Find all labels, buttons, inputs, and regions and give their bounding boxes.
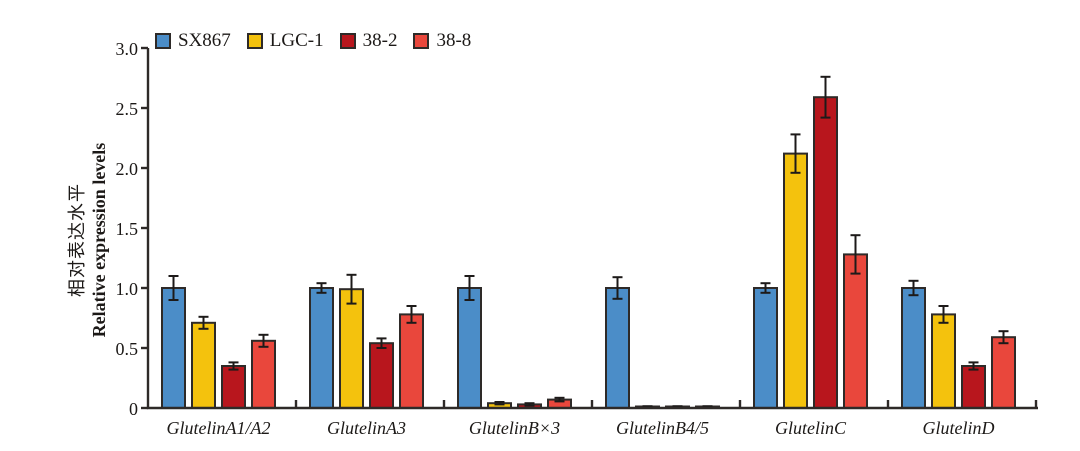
legend-swatch-icon — [246, 32, 263, 49]
legend: SX867 LGC-1 38-2 38-8 — [155, 31, 471, 50]
legend-item-38-2: 38-2 — [339, 30, 398, 51]
bar-38-8-GlutelinA3 — [399, 313, 424, 409]
legend-swatch-icon — [413, 32, 430, 49]
legend-item-LGC-1: LGC-1 — [246, 30, 324, 51]
legend-swatch-icon — [155, 32, 171, 49]
y-tick-label-2.0: 2.0 — [115, 159, 139, 179]
bar-SX867-GlutelinB4/5 — [605, 287, 630, 409]
bar-LGC-1-GlutelinA1/A2 — [191, 321, 216, 409]
y-tick-label-1.5: 1.5 — [115, 219, 139, 239]
bar-LGC-1-GlutelinD — [931, 313, 956, 409]
legend-item-38-8: 38-8 — [413, 31, 471, 50]
x-category-label-GlutelinC: GlutelinC — [775, 418, 846, 438]
y-tick-label-3.0: 3.0 — [115, 39, 139, 59]
bar-LGC-1-GlutelinC — [783, 152, 808, 409]
bar-SX867-GlutelinB×3 — [457, 287, 482, 409]
x-category-label-GlutelinB×3: GlutelinB×3 — [468, 418, 561, 438]
bar-SX867-GlutelinC — [753, 287, 778, 409]
legend-label: 38-8 — [436, 30, 472, 51]
bar-38-2-GlutelinA1/A2 — [221, 365, 246, 409]
y-tick-label-0: 0 — [129, 399, 138, 419]
x-category-label-GlutelinA1/A2: GlutelinA1/A2 — [166, 418, 271, 438]
bar-SX867-GlutelinD — [901, 287, 926, 409]
bar-SX867-GlutelinA3 — [309, 287, 334, 409]
legend-item-SX867: SX867 — [155, 31, 231, 50]
bar-LGC-1-GlutelinA3 — [339, 288, 364, 410]
legend-label: LGC-1 — [269, 30, 324, 51]
x-category-label-GlutelinD: GlutelinD — [922, 418, 995, 438]
bar-38-2-GlutelinD — [961, 365, 986, 409]
x-category-label-GlutelinA3: GlutelinA3 — [327, 418, 406, 438]
y-tick-label-2.5: 2.5 — [115, 99, 139, 119]
x-category-label-GlutelinB4/5: GlutelinB4/5 — [616, 418, 709, 438]
y-tick-label-0.5: 0.5 — [115, 339, 139, 359]
bar-38-2-GlutelinA3 — [369, 342, 394, 410]
legend-label: 38-2 — [362, 30, 398, 51]
legend-label: SX867 — [178, 30, 231, 51]
bar-38-8-GlutelinA1/A2 — [251, 339, 276, 409]
bar-38-8-GlutelinD — [991, 336, 1016, 410]
bar-38-8-GlutelinC — [843, 253, 868, 409]
legend-swatch-icon — [339, 32, 356, 49]
bar-38-2-GlutelinC — [813, 96, 838, 409]
y-axis-title-chinese: 相对表达水平 — [67, 183, 87, 297]
bar-SX867-GlutelinA1/A2 — [161, 287, 186, 409]
y-tick-label-1.0: 1.0 — [115, 279, 139, 299]
